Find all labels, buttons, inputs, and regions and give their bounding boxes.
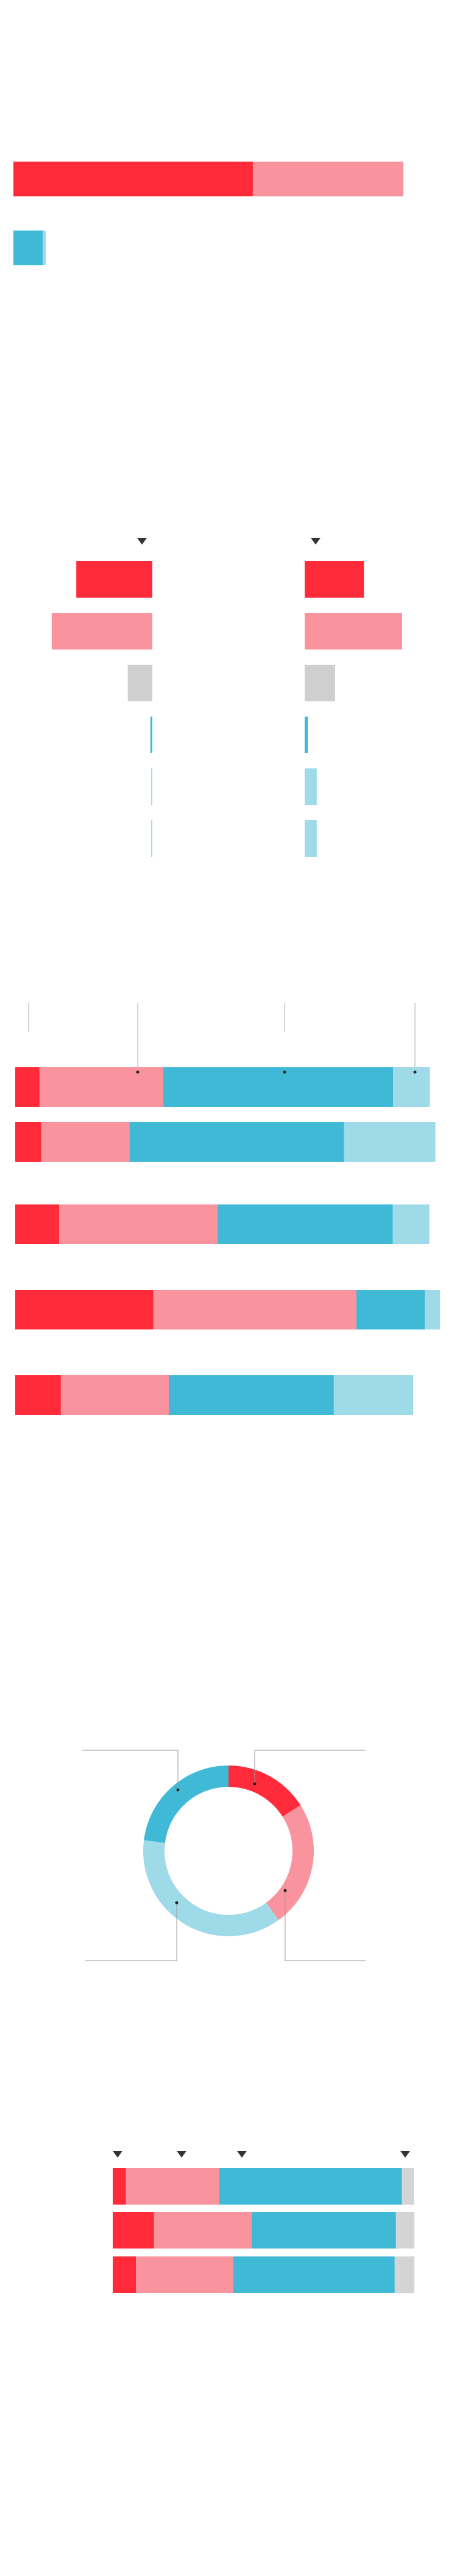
bar-segment <box>233 2256 395 2293</box>
leader-line <box>82 1750 179 1790</box>
bar-segment <box>392 1204 430 1244</box>
bar-segment <box>15 1204 60 1244</box>
leader-dot <box>283 1889 287 1892</box>
bar-segment <box>219 2168 402 2205</box>
marker <box>311 538 321 545</box>
donut-segment <box>266 1805 314 1920</box>
leader-line <box>85 1903 177 1961</box>
bar-segment <box>395 2212 414 2249</box>
bar-segment <box>153 1290 357 1329</box>
marker <box>237 2151 247 2158</box>
bar-segment <box>113 2168 126 2205</box>
bar <box>151 768 152 805</box>
bar <box>305 665 335 701</box>
marker <box>137 538 147 545</box>
leader-dot <box>176 1788 180 1792</box>
bar-segment <box>356 1290 425 1329</box>
bar <box>305 717 308 753</box>
bar <box>127 665 152 701</box>
bar-segment <box>43 231 46 265</box>
bar-segment <box>15 1067 40 1107</box>
bar <box>305 820 317 857</box>
bar-segment <box>15 1290 154 1329</box>
bar-segment <box>113 2212 154 2249</box>
bar <box>150 717 152 753</box>
bar-segment <box>59 1204 218 1244</box>
donut-segment <box>143 1840 279 1936</box>
bar-segment <box>129 1122 344 1162</box>
bar-segment <box>344 1122 436 1162</box>
leader-dot <box>283 1070 286 1074</box>
leader-dot <box>175 1901 179 1905</box>
bar-segment <box>15 1375 61 1415</box>
leader-dot <box>136 1070 140 1074</box>
bar-segment <box>136 2256 233 2293</box>
marker <box>113 2151 122 2158</box>
leader-line <box>285 1891 366 1961</box>
bar <box>151 820 152 857</box>
bar-segment <box>217 1204 393 1244</box>
bar-segment <box>402 2168 414 2205</box>
bar-segment <box>39 1067 163 1107</box>
bar <box>305 768 317 805</box>
bar-segment <box>394 2256 414 2293</box>
bar-segment <box>113 2256 136 2293</box>
donut-segment <box>228 1766 301 1817</box>
bar-segment <box>13 231 43 265</box>
bar-segment <box>13 162 253 196</box>
bar <box>76 561 152 598</box>
bar-segment <box>154 2212 252 2249</box>
bar-segment <box>333 1375 414 1415</box>
bar-segment <box>15 1122 41 1162</box>
leader-line <box>254 1750 366 1784</box>
bar <box>51 613 152 649</box>
bar-segment <box>163 1067 394 1107</box>
bar-segment <box>60 1375 169 1415</box>
bar-segment <box>126 2168 219 2205</box>
marker <box>177 2151 186 2158</box>
bar-segment <box>252 162 403 196</box>
bar-segment <box>169 1375 334 1415</box>
leader-dot <box>253 1782 257 1786</box>
bar <box>305 561 364 598</box>
bar-segment <box>41 1122 130 1162</box>
bar-segment <box>251 2212 396 2249</box>
bar-segment <box>425 1290 441 1329</box>
marker <box>400 2151 410 2158</box>
leader-dot <box>413 1070 417 1074</box>
bar <box>305 613 402 649</box>
bar-segment <box>393 1067 430 1107</box>
donut-segment <box>144 1766 228 1843</box>
